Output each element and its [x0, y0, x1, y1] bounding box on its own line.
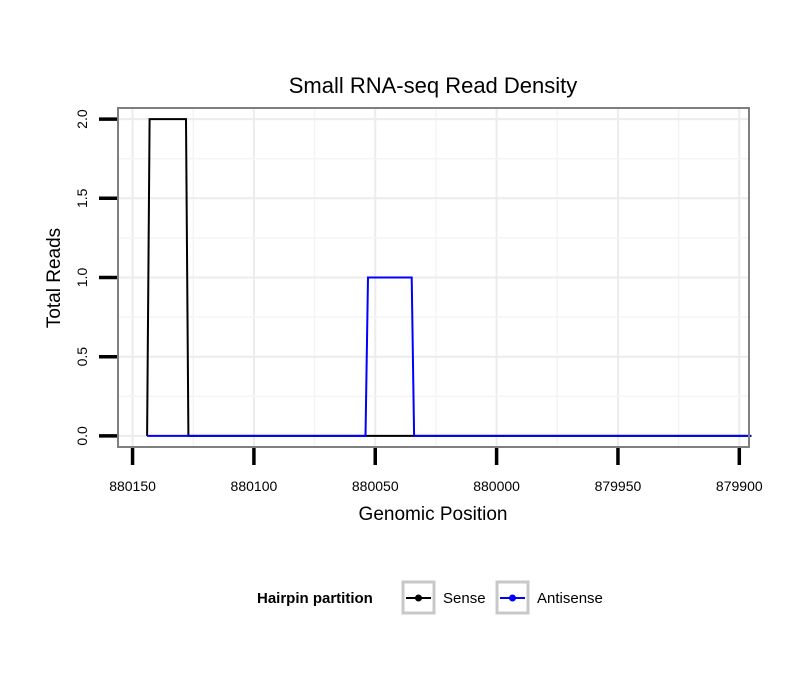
legend-label-sense: Sense [443, 590, 486, 607]
x-axis-title: Genomic Position [359, 504, 508, 525]
x-tick-label: 880100 [231, 478, 278, 494]
legend-dot-antisense [509, 594, 516, 602]
y-tick-label: 1.5 [74, 188, 90, 208]
legend-dot-sense [415, 594, 422, 602]
x-tick-label: 880000 [473, 478, 520, 494]
x-tick-label: 879900 [716, 478, 763, 494]
series-line-sense [146, 118, 752, 437]
x-tick-label: 880150 [109, 478, 156, 494]
y-tick-label: 1.0 [74, 268, 90, 288]
legend-label-antisense: Antisense [537, 590, 603, 607]
y-tick-label: 0.5 [74, 347, 90, 367]
panel-border [117, 107, 750, 448]
y-tick-label: 2.0 [74, 109, 90, 129]
chart-title: Small RNA-seq Read Density [289, 73, 578, 98]
y-tick-label: 0.0 [74, 426, 90, 446]
y-axis-title: Total Reads [44, 228, 65, 328]
x-tick-label: 880050 [352, 478, 399, 494]
x-tick-label: 879950 [595, 478, 642, 494]
legend-title: Hairpin partition [257, 590, 373, 607]
plot-panel: 880150 880100 880050 880000 879950 879900 0.0 0… [74, 107, 763, 494]
series-line-antisense [147, 276, 752, 437]
legend: Hairpin partition Sense Antisense [257, 580, 603, 615]
